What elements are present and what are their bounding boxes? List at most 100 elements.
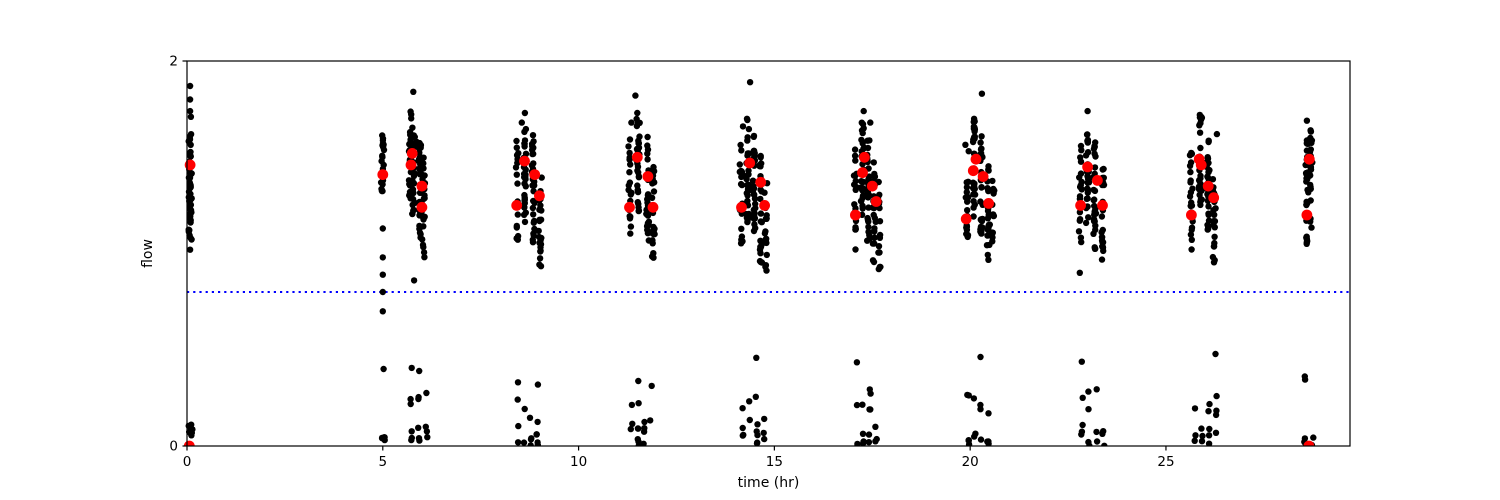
data-point xyxy=(1084,179,1091,186)
data-point xyxy=(1197,198,1204,206)
y-axis-label: flow xyxy=(140,239,156,268)
data-point xyxy=(970,153,982,165)
data-point xyxy=(511,200,523,211)
data-point xyxy=(635,438,642,445)
data-point xyxy=(1210,207,1217,214)
data-point xyxy=(746,416,753,424)
data-point xyxy=(424,434,431,441)
data-point xyxy=(422,423,429,430)
data-point xyxy=(755,176,767,188)
data-point xyxy=(528,435,535,442)
x-tick-label: 15 xyxy=(766,454,783,470)
data-point xyxy=(851,152,859,159)
data-point xyxy=(746,79,754,86)
data-point xyxy=(415,424,422,431)
data-point xyxy=(859,151,870,163)
data-point xyxy=(757,195,764,203)
data-point xyxy=(187,217,194,224)
data-point xyxy=(1212,350,1219,358)
data-point xyxy=(1197,120,1204,127)
data-point xyxy=(970,191,977,198)
data-point xyxy=(866,406,873,413)
data-point xyxy=(854,440,861,446)
data-point xyxy=(739,123,747,130)
data-point xyxy=(852,172,859,179)
data-point xyxy=(963,189,970,196)
data-point xyxy=(1093,428,1100,436)
data-point xyxy=(1189,185,1196,192)
data-point xyxy=(984,186,992,193)
data-point xyxy=(627,161,634,168)
data-point xyxy=(535,227,542,235)
data-point xyxy=(529,132,537,139)
data-point xyxy=(648,194,656,201)
data-point xyxy=(1197,144,1204,152)
data-point xyxy=(1199,432,1206,440)
data-point xyxy=(413,138,420,145)
data-point xyxy=(1187,177,1194,184)
data-point xyxy=(850,209,861,221)
data-point xyxy=(635,204,642,211)
data-point xyxy=(534,439,541,446)
data-point xyxy=(625,143,632,150)
data-point xyxy=(379,142,386,149)
data-point xyxy=(1188,246,1195,253)
data-point xyxy=(514,379,522,386)
data-point xyxy=(1198,425,1205,432)
data-point xyxy=(1303,240,1310,247)
data-point xyxy=(757,250,764,257)
data-point xyxy=(864,137,871,144)
data-point xyxy=(749,177,757,184)
data-point xyxy=(635,425,642,432)
data-point xyxy=(631,151,643,163)
data-point xyxy=(1307,172,1314,179)
data-point xyxy=(761,230,769,237)
data-point xyxy=(1211,256,1218,264)
data-point xyxy=(379,153,386,161)
data-point xyxy=(1195,177,1203,184)
data-point xyxy=(537,247,544,254)
data-point xyxy=(379,225,386,232)
data-point xyxy=(521,109,529,117)
data-point xyxy=(1186,162,1194,169)
data-point xyxy=(866,386,873,393)
data-point xyxy=(420,154,427,161)
data-point xyxy=(186,181,194,188)
data-point xyxy=(408,115,415,122)
data-point xyxy=(1090,196,1097,204)
data-point xyxy=(744,215,752,222)
data-point xyxy=(625,182,632,189)
data-point xyxy=(1092,139,1099,146)
data-point xyxy=(865,223,872,231)
data-point xyxy=(648,382,655,390)
data-point xyxy=(1078,358,1086,365)
data-point xyxy=(625,186,632,194)
data-point xyxy=(984,215,992,222)
data-point xyxy=(379,254,386,261)
data-point xyxy=(866,232,873,239)
data-point xyxy=(416,367,423,375)
data-point xyxy=(633,122,641,130)
data-point xyxy=(529,182,536,189)
data-point xyxy=(1075,200,1086,211)
data-point xyxy=(852,157,859,164)
data-point xyxy=(1206,400,1213,408)
data-point xyxy=(626,136,634,143)
data-point xyxy=(187,113,195,121)
data-point xyxy=(858,119,865,126)
data-point xyxy=(864,144,872,152)
data-point xyxy=(964,391,971,399)
data-point xyxy=(419,241,427,249)
data-point xyxy=(644,230,652,237)
data-point xyxy=(1191,437,1198,444)
data-point xyxy=(1307,127,1314,134)
data-point xyxy=(1310,434,1317,441)
data-point xyxy=(985,224,992,231)
data-point xyxy=(1195,159,1207,171)
data-point xyxy=(864,237,871,244)
data-point xyxy=(744,157,756,169)
data-point xyxy=(1204,155,1212,162)
data-point xyxy=(745,125,753,133)
data-point xyxy=(738,173,745,181)
data-point xyxy=(530,197,537,205)
